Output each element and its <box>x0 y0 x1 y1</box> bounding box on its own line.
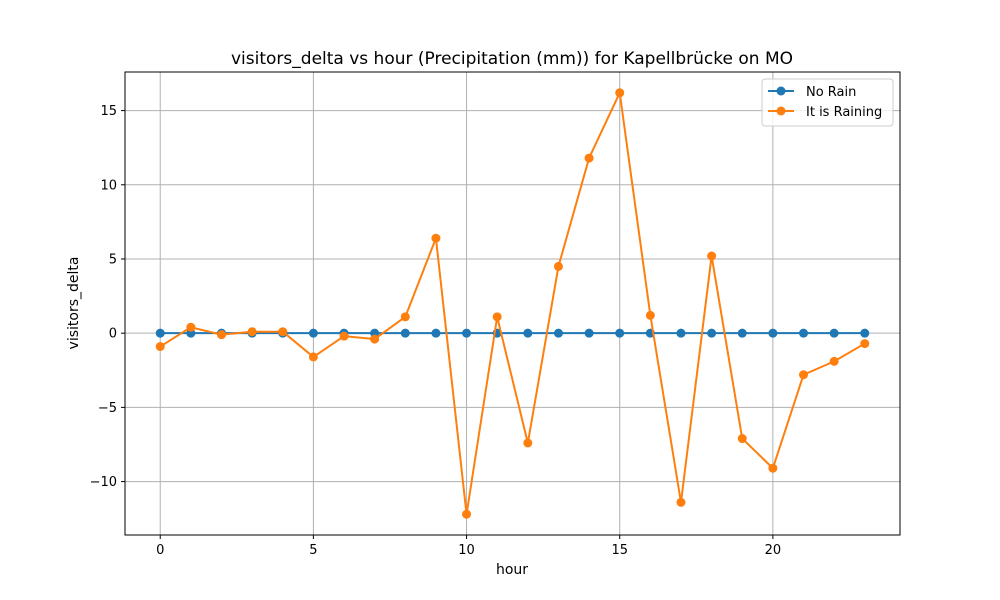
data-point-it-is-raining <box>247 327 257 337</box>
data-point-no-rain <box>308 328 318 338</box>
data-point-it-is-raining <box>553 261 563 271</box>
series-line-it-is-raining <box>159 91 866 516</box>
data-point-no-rain <box>523 328 533 338</box>
data-point-it-is-raining <box>584 153 594 163</box>
data-point-it-is-raining <box>799 370 809 380</box>
x-tick-label: 10 <box>458 543 475 558</box>
data-point-it-is-raining <box>339 331 349 341</box>
data-point-no-rain <box>462 328 472 338</box>
data-point-no-rain <box>431 328 441 338</box>
x-tick-label: 0 <box>156 543 164 558</box>
data-point-it-is-raining <box>768 463 778 473</box>
data-point-it-is-raining <box>155 342 165 352</box>
data-point-it-is-raining <box>492 312 502 322</box>
data-point-no-rain <box>155 328 165 338</box>
data-point-no-rain <box>707 328 717 338</box>
data-point-it-is-raining <box>676 497 686 507</box>
data-point-it-is-raining <box>186 322 196 332</box>
data-point-no-rain <box>799 328 809 338</box>
y-axis-label: visitors_delta <box>66 257 82 350</box>
y-tick-label: 0 <box>109 327 117 342</box>
data-point-it-is-raining <box>829 356 839 366</box>
x-tick-label: 5 <box>309 543 317 558</box>
legend-label-no-rain: No Rain <box>806 85 856 100</box>
data-point-it-is-raining <box>308 352 318 362</box>
data-point-it-is-raining <box>707 251 717 261</box>
data-point-no-rain <box>676 328 686 338</box>
y-tick-label: −5 <box>98 401 117 416</box>
x-axis-label: hour <box>496 562 528 578</box>
ticks: 0 5 10 15 20 −10 −5 0 5 10 15 <box>90 104 782 558</box>
legend-marker-no-rain <box>776 86 786 96</box>
chart-title: visitors_delta vs hour (Precipitation (m… <box>231 49 793 69</box>
data-point-no-rain <box>860 328 870 338</box>
data-point-it-is-raining <box>615 88 625 98</box>
data-point-no-rain <box>584 328 594 338</box>
data-point-it-is-raining <box>278 327 288 337</box>
x-tick-label: 15 <box>611 543 628 558</box>
data-point-it-is-raining <box>645 310 655 320</box>
plot-area-frame <box>124 71 901 536</box>
data-point-it-is-raining <box>860 339 870 349</box>
y-tick-label: 10 <box>100 178 117 193</box>
data-point-it-is-raining <box>523 438 533 448</box>
data-point-no-rain <box>400 328 410 338</box>
legend-label-raining: It is Raining <box>806 105 882 120</box>
series-layer <box>155 88 870 519</box>
y-tick-label: −10 <box>90 475 117 490</box>
data-point-it-is-raining <box>737 434 747 444</box>
data-point-it-is-raining <box>400 312 410 322</box>
data-point-no-rain <box>768 328 778 338</box>
y-tick-label: 15 <box>100 104 117 119</box>
data-point-no-rain <box>553 328 563 338</box>
data-point-it-is-raining <box>431 233 441 243</box>
legend: No Rain It is Raining <box>761 78 894 127</box>
legend-box <box>761 78 894 127</box>
y-tick-label: 5 <box>109 252 117 267</box>
data-point-it-is-raining <box>216 330 226 340</box>
data-point-it-is-raining <box>370 334 380 344</box>
data-point-no-rain <box>829 328 839 338</box>
data-point-no-rain <box>615 328 625 338</box>
legend-marker-raining <box>776 106 786 116</box>
data-point-no-rain <box>737 328 747 338</box>
x-tick-label: 20 <box>765 543 782 558</box>
data-point-it-is-raining <box>462 509 472 519</box>
